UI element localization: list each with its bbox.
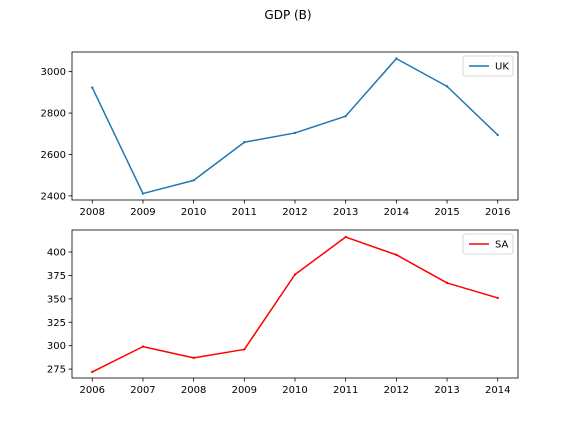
y-tick-label: 375: [47, 271, 66, 282]
data-point: [293, 131, 297, 135]
data-point: [395, 253, 398, 257]
figure-title: GDP (B): [264, 8, 311, 22]
sa-gdp-panel: 2006 2007 2008 2009 2010 2011 2012 2013 2014 275 3…: [47, 229, 519, 396]
x-tick-label: 2013: [333, 207, 358, 218]
legend-label: SA: [495, 240, 509, 251]
x-tick-label: 2015: [434, 207, 459, 218]
x-tick-label: 2014: [384, 207, 409, 218]
y-tick-label: 350: [47, 294, 66, 305]
y-tick-label: 2400: [41, 191, 66, 202]
x-tick-label: 2012: [384, 385, 409, 396]
y-tick-label: 300: [47, 341, 66, 352]
x-tick-label: 2009: [232, 385, 257, 396]
data-point: [496, 296, 499, 300]
data-point: [445, 281, 449, 285]
uk-gdp-panel: 2008 2009 2010 2011 2012 2013 2014 2015 2016 2400…: [41, 51, 519, 218]
data-point: [344, 235, 347, 239]
x-tick-label: 2012: [282, 207, 307, 218]
data-point: [293, 273, 297, 276]
x-tick-label: 2006: [80, 385, 105, 396]
data-point: [344, 114, 347, 118]
x-tick-label: 2011: [232, 207, 257, 218]
data-point: [445, 85, 449, 88]
data-point: [243, 141, 246, 144]
data-point: [192, 179, 195, 182]
data-point: [243, 348, 246, 351]
x-tick-label: 2010: [181, 207, 206, 218]
x-tick-label: 2007: [130, 385, 155, 396]
x-tick-label: 2016: [485, 207, 510, 218]
data-point: [91, 86, 94, 89]
y-tick-label: 2600: [41, 150, 66, 161]
data-point: [141, 192, 145, 195]
data-point: [395, 57, 398, 60]
x-tick-label: 2008: [80, 207, 105, 218]
x-tick-label: 2008: [181, 385, 206, 396]
y-tick-label: 325: [47, 318, 66, 329]
data-point: [192, 356, 195, 360]
data-point: [496, 133, 499, 137]
y-tick-label: 3000: [41, 67, 66, 78]
x-tick-label: 2010: [282, 385, 307, 396]
y-tick-label: 275: [47, 365, 66, 376]
data-point: [91, 370, 94, 374]
x-tick-label: 2009: [130, 207, 155, 218]
data-point: [141, 345, 145, 348]
legend-label: UK: [495, 62, 509, 73]
x-tick-label: 2013: [434, 385, 459, 396]
y-tick-label: 2800: [41, 109, 66, 120]
x-tick-label: 2011: [333, 385, 358, 396]
x-tick-label: 2014: [485, 385, 510, 396]
y-tick-label: 400: [47, 248, 66, 259]
